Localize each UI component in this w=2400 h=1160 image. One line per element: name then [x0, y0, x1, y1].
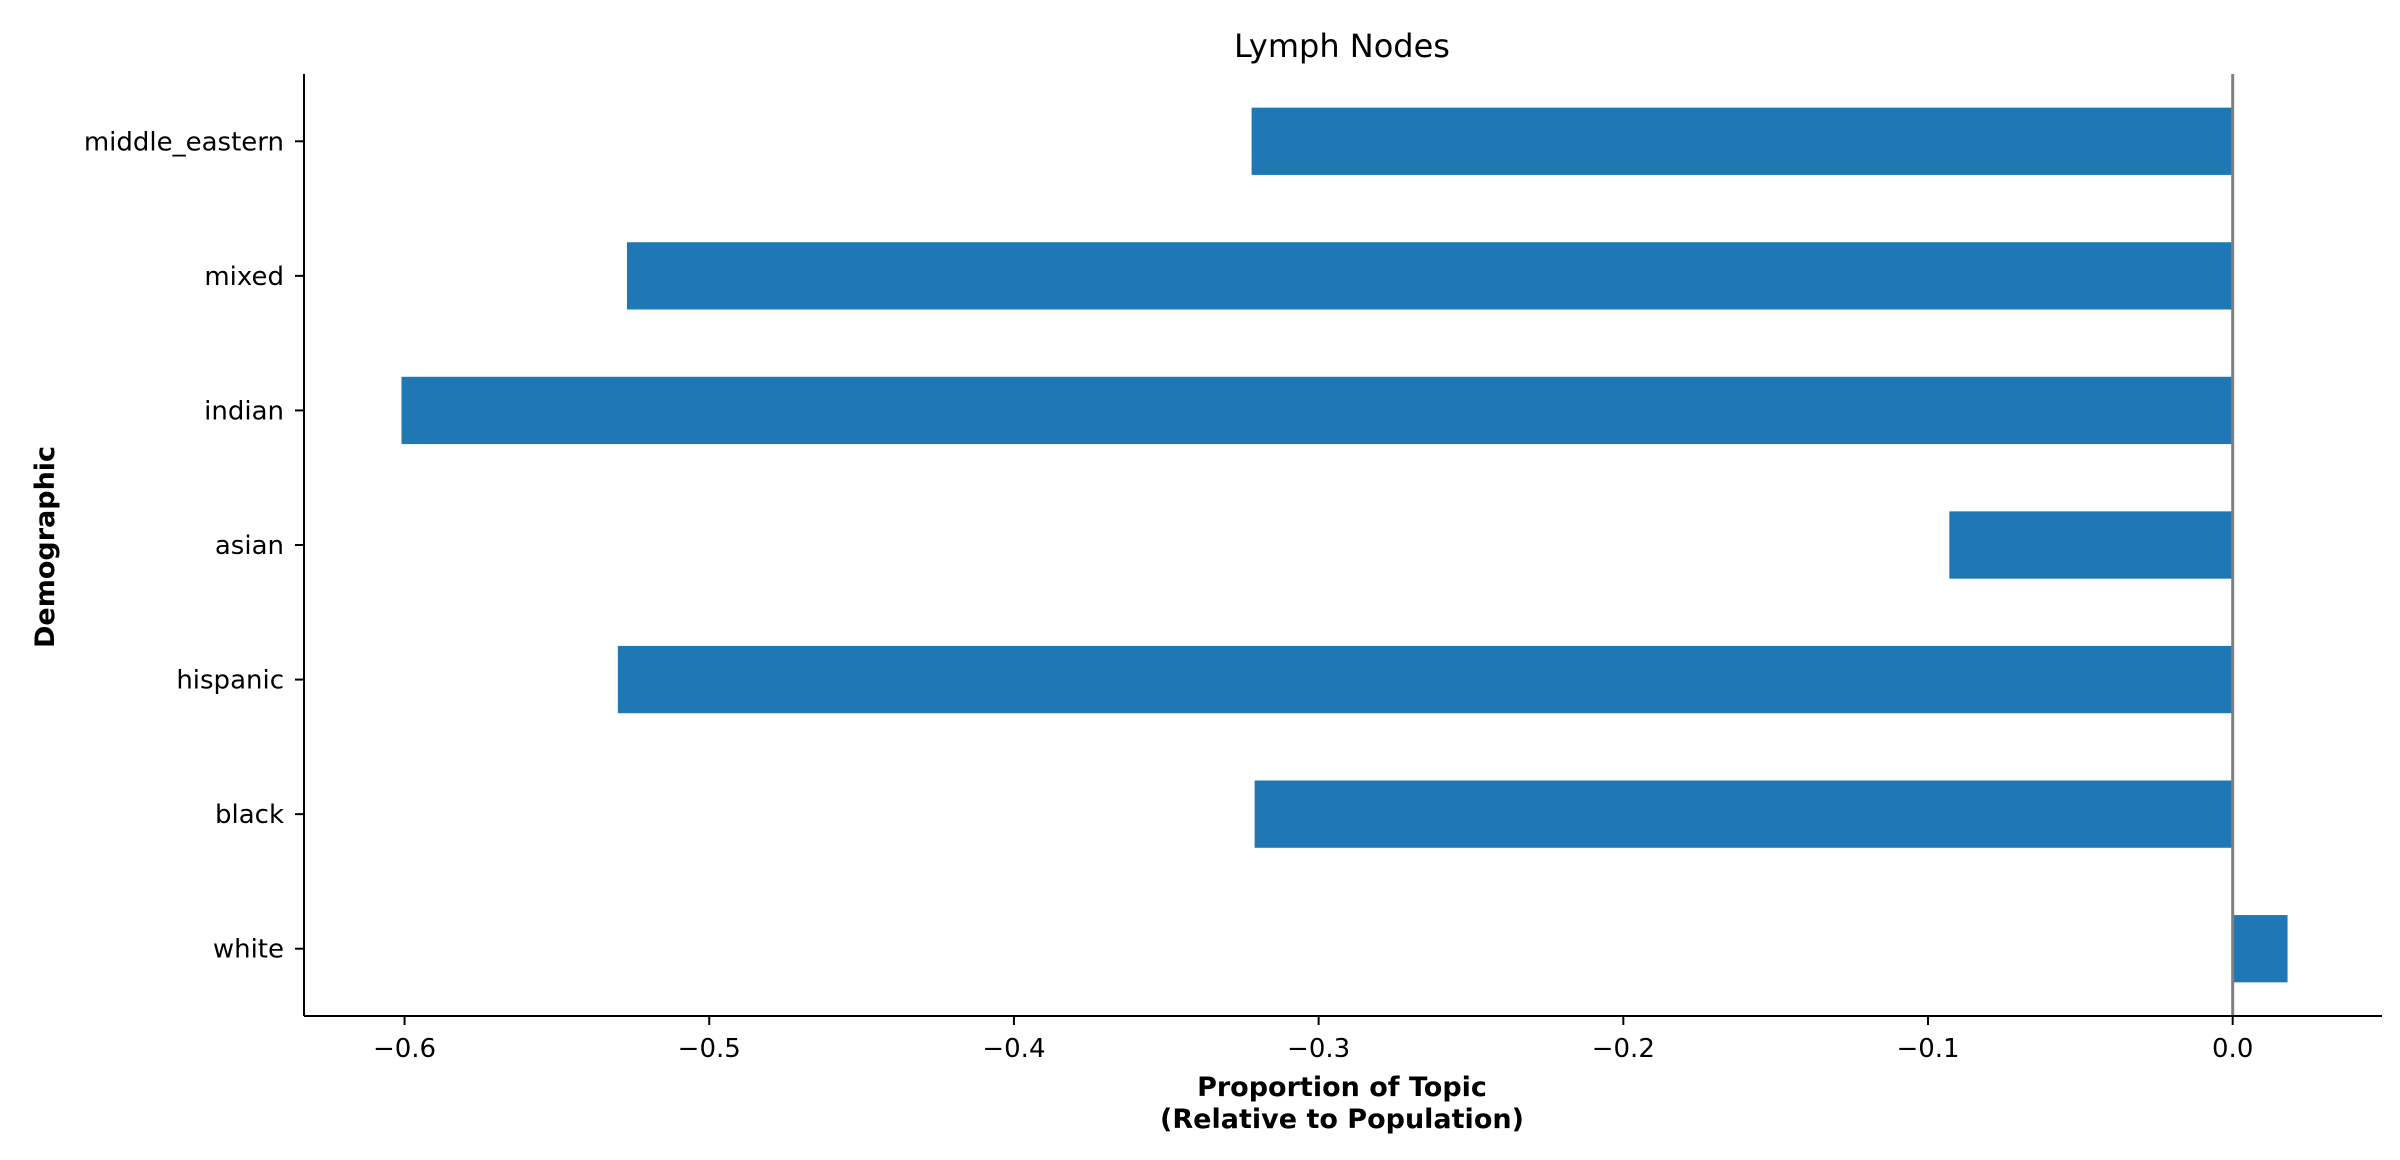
- bar-hispanic: [617, 645, 2233, 714]
- y-tick-label: hispanic: [176, 666, 284, 696]
- x-axis-title-line2: (Relative to Population): [1160, 1104, 1524, 1135]
- x-ticks: −0.6 −0.5 −0.4 −0.3 −0.2 −0.1 0.0: [373, 1016, 2253, 1064]
- x-tick-label: −0.1: [1896, 1034, 1959, 1064]
- x-axis-title-line1: Proportion of Topic: [1197, 1072, 1487, 1103]
- y-tick-label: black: [215, 800, 284, 830]
- y-tick-label: middle_eastern: [84, 127, 284, 157]
- bar-indian: [401, 376, 2233, 445]
- x-tick-label: −0.6: [373, 1034, 436, 1064]
- bar-middle_eastern: [1251, 107, 2233, 175]
- y-tick-label: indian: [204, 396, 284, 426]
- x-tick-label: −0.3: [1287, 1034, 1350, 1064]
- y-tick-label: white: [213, 935, 284, 965]
- x-tick-label: −0.2: [1592, 1034, 1655, 1064]
- bar-white: [2232, 915, 2288, 983]
- bars: [401, 107, 2288, 983]
- x-tick-label: −0.4: [982, 1034, 1045, 1064]
- bar-asian: [1949, 511, 2233, 579]
- y-axis-title: Demographic: [30, 446, 61, 648]
- bar-black: [1254, 780, 2233, 848]
- x-tick-label: 0.0: [2212, 1034, 2253, 1064]
- chart-title: Lymph Nodes: [1234, 27, 1450, 65]
- bar-mixed: [626, 242, 2233, 310]
- x-tick-label: −0.5: [678, 1034, 741, 1064]
- y-tick-label: asian: [215, 531, 284, 561]
- y-tick-label: mixed: [204, 262, 284, 292]
